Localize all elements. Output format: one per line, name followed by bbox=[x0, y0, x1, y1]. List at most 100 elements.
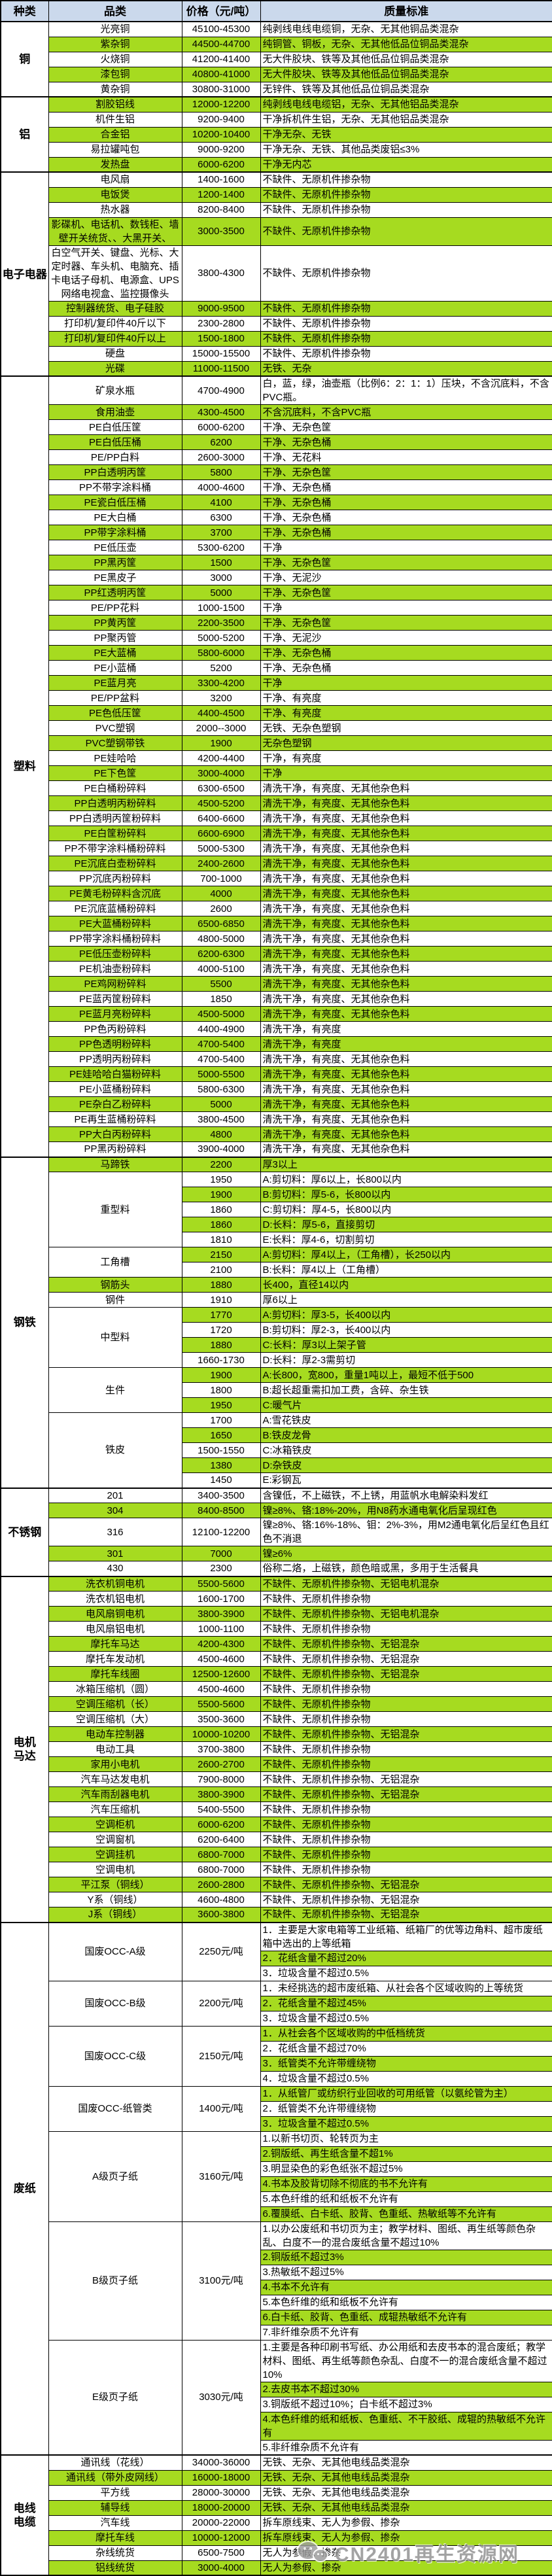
item-cell: 光亮铜 bbox=[48, 21, 182, 37]
quality-cell: 4．垃圾含量不超过0.5% bbox=[260, 2070, 552, 2087]
table-row: 1650 B:铁皮龙骨 bbox=[1, 1427, 552, 1443]
quality-cell: 2.铜版纸、再生纸含量不超1% bbox=[260, 2146, 552, 2162]
table-row: PP色透明粉碎料 4700-5400 清洗干净，有亮度 bbox=[1, 1036, 552, 1052]
item-cell: 杂线统货 bbox=[48, 2545, 182, 2561]
quality-cell: 1.主要是各种印刷书写纸、办公用纸和去皮书本的混合废纸；教学材料、图纸、再生纸等… bbox=[260, 2339, 552, 2382]
item-cell: PE机油壶粉碎料 bbox=[48, 961, 182, 977]
table-row: 电子电器 电风扇 1400-1600 不缺件、无原机件掺杂物 bbox=[0, 171, 552, 377]
table-row: B级页子纸 3100元/吨 1.以办公废纸和书切页为主；教学材料、图纸、再生纸等颜色… bbox=[1, 2221, 552, 2341]
quality-cell: 清洗干净，有亮度、无其他杂色料 bbox=[260, 871, 552, 886]
price-cell: 44500-44700 bbox=[181, 36, 261, 52]
category-cell: 电线 电缆 bbox=[0, 2454, 49, 2576]
price-cell: 1880 bbox=[181, 1277, 261, 1293]
item-cell: 光碟 bbox=[48, 360, 182, 377]
price-cell: 1500 bbox=[181, 555, 261, 570]
item-cell: PE娃哈哈 bbox=[48, 750, 182, 766]
quality-cell: 无铁、无杂色塑钢 bbox=[260, 720, 552, 736]
table-row: 汽车马达发电机 7900-8000 不缺件、无原机件掺杂物、无铝混杂 bbox=[1, 1771, 552, 1787]
quality-cell: 不缺件、无原机件掺杂物、无铝混杂 bbox=[260, 1877, 552, 1892]
price-cell: 28000-30000 bbox=[181, 2484, 261, 2501]
table-row: 发热盘 6000-6200 干净无内芯 bbox=[1, 156, 552, 173]
item-cell: PP色透明粉碎料 bbox=[48, 1036, 182, 1052]
item-cell: 国废OCC-A级 bbox=[48, 1921, 182, 1981]
quality-cell: 不缺件、无原机件掺杂物 bbox=[260, 217, 552, 246]
item-cell: PE黄毛粉碎料含沉底 bbox=[48, 886, 182, 901]
price-cell: 1000-1100 bbox=[181, 1621, 261, 1637]
price-cell: 6300-6500 bbox=[181, 780, 261, 796]
quality-cell: 3．垃圾含量不超过0.5% bbox=[260, 2010, 552, 2027]
quality-cell: 1．未经挑选的超市废纸箱、从社会各个区域收购的上等统货 bbox=[260, 1980, 552, 1996]
price-cell: 1380 bbox=[181, 1457, 261, 1473]
price-cell: 34000-36000 bbox=[181, 2454, 261, 2471]
quality-cell: 1．从纸管厂或纺织行业回收的可用纸管（以氨纶管为主） bbox=[260, 2085, 552, 2102]
table-row: 1450 E:彩钢瓦 bbox=[1, 1472, 552, 1488]
quality-cell: 不缺件、无原机件掺杂物、无铝混杂 bbox=[260, 1726, 552, 1742]
price-cell: 1400元/吨 bbox=[181, 2085, 261, 2132]
table-row: PE小蓝桶粉碎料 5800-6300 清洗干净，有亮度、无其他杂色料 bbox=[1, 1081, 552, 1097]
table-row: 3．垃圾含量不超过0.5% bbox=[1, 2010, 552, 2027]
table-row: 2.铜版纸不超过3% bbox=[1, 2249, 552, 2265]
table-row: 铜光亮铜 45100-45300 纯剥线电线电缆铜，无杂、无其他铜品类混杂 bbox=[0, 21, 552, 97]
price-cell: 6200-6300 bbox=[181, 946, 261, 962]
item-cell: PP不带字涂料桶粉碎料 bbox=[48, 841, 182, 856]
item-cell: 冰箱压缩机（圆） bbox=[48, 1681, 182, 1697]
price-cell: 1950 bbox=[181, 1172, 261, 1187]
price-cell: 1500-1550 bbox=[181, 1442, 261, 1458]
item-cell: PVC塑钢 bbox=[48, 720, 182, 736]
table-row: PE沉底白壶粉碎料 2400-2600 清洗干净，有亮度、无其他杂色料 bbox=[1, 856, 552, 871]
table-row: PP色丙粉碎料 4400-4900 清洗干净，有亮度 bbox=[1, 1021, 552, 1037]
quality-cell: 3.明显染色的彩色纸张不超过5% bbox=[260, 2161, 552, 2177]
price-cell: 3800-3900 bbox=[181, 1606, 261, 1622]
item-cell: 平方线 bbox=[48, 2484, 182, 2501]
item-cell: 空调窗机 bbox=[48, 1832, 182, 1847]
table-row: 301 7000 镍≥6% bbox=[1, 1546, 552, 1561]
price-cell: 3700-3800 bbox=[181, 1741, 261, 1757]
quality-cell: 1．主要是大家电箱等工业纸箱、纸箱厂的优等边角料、超市废纸箱中选出的上等纸箱 bbox=[260, 1921, 552, 1951]
item-cell: PE鸡网粉碎料 bbox=[48, 976, 182, 992]
table-row: PP白透明丙筐粉碎料 6400-6600 清洗干净，有亮度、无其他杂色料 bbox=[1, 810, 552, 826]
category-cell: 铝 bbox=[0, 96, 49, 173]
table-row: 工角槽 2150 A:剪切料：厚4以上，（工角槽），长250以内 bbox=[1, 1247, 552, 1278]
quality-cell: 含镍低，不上磁铁，不上锈，用蓝帆水电解染料发红 bbox=[260, 1487, 552, 1503]
item-cell: 铁皮 bbox=[48, 1412, 182, 1488]
quality-cell: 清洗干净，有亮度、无其他杂色料 bbox=[260, 1051, 552, 1067]
price-cell: 30800-31000 bbox=[181, 81, 261, 97]
quality-cell: 不缺件、无原机件掺杂物 bbox=[260, 171, 552, 188]
table-row: 杂线统货 6500-7500 无人为参假、掺杂 bbox=[1, 2545, 552, 2561]
table-row: PE大蓝桶 5800-6000 干净、无杂色桶 bbox=[1, 645, 552, 661]
table-row: PE蓝丙筐粉碎料 1850 清洗干净，有亮度、无其他杂色料 bbox=[1, 991, 552, 1007]
price-cell: 6300 bbox=[181, 510, 261, 525]
item-cell: PP带字涂料桶粉碎料 bbox=[48, 931, 182, 947]
table-row: E级页子纸 3030元/吨 1.主要是各种印刷书写纸、办公用纸和去皮书本的混合废纸；… bbox=[1, 2339, 552, 2456]
price-cell: 6000-6200 bbox=[181, 419, 261, 435]
price-cell: 4800 bbox=[181, 1126, 261, 1142]
table-row: 304 8400-8500 镍≥8%、铬:18%-20%，用N8药水通电氧化后呈现红… bbox=[1, 1503, 552, 1518]
table-row: 1720 B:剪切料：厚2-3，长400以内 bbox=[1, 1322, 552, 1338]
item-cell: 430 bbox=[48, 1561, 182, 1576]
item-cell: 摩托车线圈 bbox=[48, 1666, 182, 1682]
price-cell: 3100元/吨 bbox=[181, 2221, 261, 2341]
table-row: PE小蓝桶 5200 干净、无杂色桶 bbox=[1, 660, 552, 676]
price-cell: 4500-5200 bbox=[181, 795, 261, 811]
price-cell: 41200-41400 bbox=[181, 51, 261, 67]
price-cell: 1860 bbox=[181, 1217, 261, 1232]
table-row: 平方线 28000-30000 无铁、无杂、无其他电线品类混杂 bbox=[1, 2484, 552, 2501]
price-cell: 6800-7000 bbox=[181, 1862, 261, 1877]
item-cell: 重型料 bbox=[48, 1172, 182, 1247]
item-cell: PE杂白乙粉碎料 bbox=[48, 1096, 182, 1112]
table-row: 摩托车线圈 12500-12600 不缺件、无原机件掺杂物、无铝混杂 bbox=[1, 1666, 552, 1682]
quality-cell: 厚6以上 bbox=[260, 1292, 552, 1308]
price-cell: 4400-4500 bbox=[181, 705, 261, 721]
quality-cell: 不缺件、无原机件掺杂物 bbox=[260, 315, 552, 332]
price-cell: 5800-6300 bbox=[181, 1081, 261, 1097]
table-row: PE蓝月亮 3300-4200 干净 bbox=[1, 675, 552, 691]
item-cell: PE沉底蓝桶粉碎料 bbox=[48, 901, 182, 916]
price-cell: 4100 bbox=[181, 495, 261, 510]
table-row: 4.书本不允许有 bbox=[1, 2279, 552, 2295]
quality-cell: 清洗干净，有亮度、无其他杂色料 bbox=[260, 976, 552, 992]
price-cell: 2200-3500 bbox=[181, 615, 261, 631]
quality-cell: 清洗干净，有亮度、无其他杂色料 bbox=[260, 946, 552, 962]
item-cell: PE蓝丙筐粉碎料 bbox=[48, 991, 182, 1007]
quality-cell: 清洗干净，有亮度、无其他杂色料 bbox=[260, 1066, 552, 1082]
item-cell: 割胶铝线 bbox=[48, 96, 182, 113]
